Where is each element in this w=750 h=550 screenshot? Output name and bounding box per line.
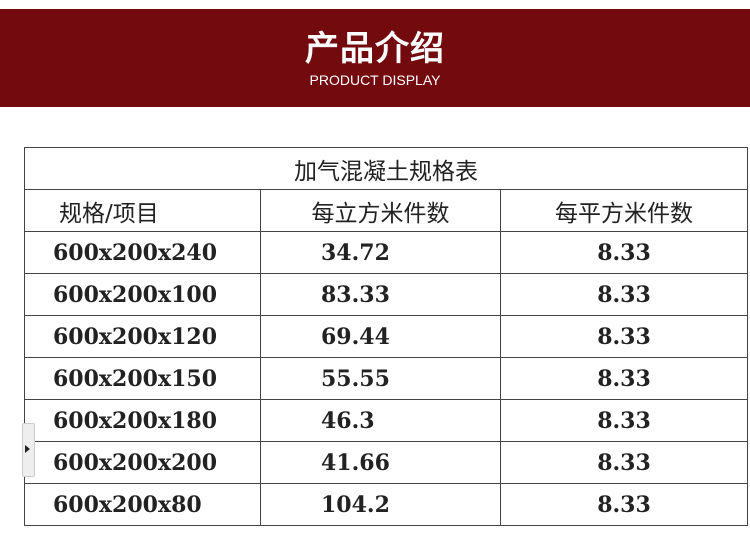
table-cell: 600x200x120 xyxy=(24,315,261,358)
table-cell: 34.72 xyxy=(260,231,501,274)
spec-table: 加气混凝土规格表 规格/项目 每立方米件数 每平方米件数 600x200x240… xyxy=(24,147,748,526)
table-cell: 69.44 xyxy=(260,315,501,358)
arrow-right-icon xyxy=(25,445,30,453)
table-cell: 8.33 xyxy=(500,357,748,400)
table-cell: 600x200x180 xyxy=(24,399,261,442)
table-cell: 55.55 xyxy=(260,357,501,400)
banner-title: 产品介绍 xyxy=(305,29,445,69)
table-cell: 8.33 xyxy=(500,483,748,526)
table-cell: 8.33 xyxy=(500,441,748,484)
table-cell: 600x200x80 xyxy=(24,483,261,526)
table-cell: 600x200x200 xyxy=(24,441,261,484)
table-header-row: 规格/项目 每立方米件数 每平方米件数 xyxy=(24,189,748,232)
table-row: 600x200x100 83.33 8.33 xyxy=(24,273,748,316)
table-row: 600x200x200 41.66 8.33 xyxy=(24,441,748,484)
table-cell: 8.33 xyxy=(500,231,748,274)
header-cell: 每平方米件数 xyxy=(500,189,748,232)
table-row: 600x200x80 104.2 8.33 xyxy=(24,483,748,526)
table-cell: 8.33 xyxy=(500,315,748,358)
table-row: 600x200x180 46.3 8.33 xyxy=(24,399,748,442)
table-row: 600x200x240 34.72 8.33 xyxy=(24,231,748,274)
banner-subtitle: PRODUCT DISPLAY xyxy=(309,72,441,88)
table-row: 600x200x120 69.44 8.33 xyxy=(24,315,748,358)
table-cell: 8.33 xyxy=(500,399,748,442)
table-cell: 8.33 xyxy=(500,273,748,316)
table-cell: 41.66 xyxy=(260,441,501,484)
header-banner: 产品介绍 PRODUCT DISPLAY xyxy=(0,9,750,107)
table-cell: 104.2 xyxy=(260,483,501,526)
header-cell: 规格/项目 xyxy=(24,189,261,232)
table-row: 600x200x150 55.55 8.33 xyxy=(24,357,748,400)
table-cell: 600x200x150 xyxy=(24,357,261,400)
table-cell: 600x200x240 xyxy=(24,231,261,274)
table-cell: 600x200x100 xyxy=(24,273,261,316)
table-cell: 46.3 xyxy=(260,399,501,442)
header-cell: 每立方米件数 xyxy=(260,189,501,232)
side-expand-tab[interactable] xyxy=(22,423,35,477)
table-cell: 83.33 xyxy=(260,273,501,316)
table-title: 加气混凝土规格表 xyxy=(24,147,748,190)
